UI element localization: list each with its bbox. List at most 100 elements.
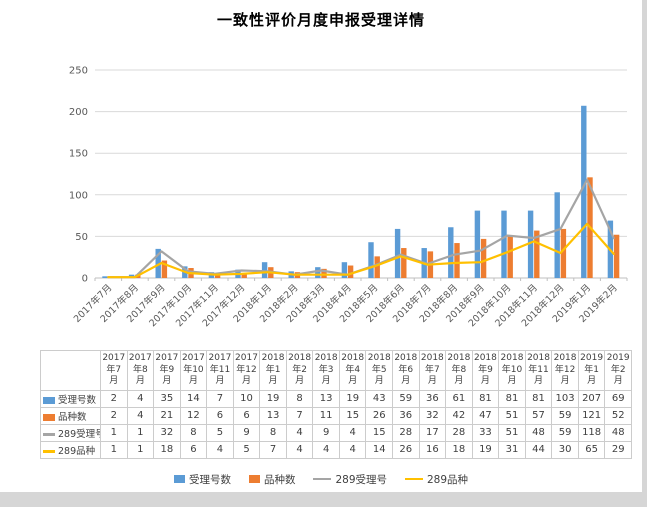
bar-segment: [161, 260, 168, 278]
bar-segment: [560, 228, 567, 278]
y-axis-tick-label: 250: [69, 66, 88, 77]
table-cell: 81: [471, 390, 500, 409]
table-cell: 1: [100, 424, 128, 443]
table-cell: 26: [392, 441, 420, 460]
column-header: 2018年10月: [498, 349, 526, 392]
bar-segment: [454, 243, 460, 278]
table-cell: 8: [285, 390, 314, 409]
table-cell: 36: [418, 390, 447, 409]
table-cell: 19: [338, 390, 367, 409]
table-cell: 48: [604, 424, 632, 443]
table-cell: 61: [445, 390, 473, 409]
bar-segment: [534, 230, 540, 278]
table-cell: 52: [604, 407, 632, 426]
table-cell: 103: [551, 390, 579, 409]
table-cell: 7: [259, 441, 287, 460]
table-cell: 47: [471, 407, 500, 426]
bar-segment: [155, 248, 161, 278]
column-header: 2017年12月: [232, 349, 261, 392]
table-cell: 13: [259, 407, 287, 426]
bar-segment: [241, 273, 247, 278]
line-series: [107, 222, 615, 279]
row-header: 289受理号: [40, 424, 101, 443]
table-corner-cell: [40, 349, 101, 392]
table-cell: 33: [471, 424, 500, 443]
bar-segment: [401, 248, 407, 278]
y-axis-tick-label: 150: [69, 149, 88, 160]
column-header: 2018年1月: [259, 349, 287, 392]
bar-segment: [527, 210, 534, 278]
table-cell: 31: [498, 441, 526, 460]
table-cell: 4: [312, 441, 340, 460]
table-cell: 51: [498, 407, 526, 426]
column-header: 2018年2月: [285, 349, 314, 392]
bar-segment: [480, 238, 487, 278]
series-name: 289受理号: [58, 429, 101, 441]
column-header: 2017年8月: [126, 349, 155, 392]
table-cell: 11: [312, 407, 340, 426]
series-name: 受理号数: [58, 395, 97, 407]
table-cell: 44: [524, 441, 553, 460]
table-cell: 43: [365, 390, 394, 409]
legend-item: 受理号数: [173, 472, 231, 487]
column-header: 2017年11月: [206, 349, 234, 392]
legend-swatch-icon: [313, 477, 332, 481]
table-cell: 4: [206, 441, 234, 460]
bar-segment: [102, 276, 108, 278]
bar-segment: [507, 235, 513, 278]
table-cell: 30: [551, 441, 579, 460]
table-cell: 81: [524, 390, 553, 409]
column-header: 2018年4月: [338, 349, 367, 392]
column-header: 2017年9月: [153, 349, 181, 392]
table-cell: 6: [232, 407, 261, 426]
legend-swatch-icon: [173, 475, 185, 483]
legend-item: 289品种: [405, 472, 468, 487]
table-cell: 8: [179, 424, 208, 443]
table-cell: 69: [604, 390, 632, 409]
table-cell: 14: [179, 390, 208, 409]
legend-swatch-icon: [248, 475, 260, 483]
legend-label: 品种数: [263, 473, 296, 486]
column-header: 2017年10月: [179, 349, 208, 392]
series-name: 289品种: [58, 446, 96, 458]
table-cell: 6: [179, 441, 208, 460]
table-cell: 4: [338, 424, 367, 443]
table-cell: 18: [445, 441, 473, 460]
table-cell: 12: [179, 407, 208, 426]
series-swatch-icon: [43, 450, 55, 454]
table-cell: 59: [392, 390, 420, 409]
bar-segment: [448, 227, 454, 278]
table-cell: 36: [392, 407, 420, 426]
bar-segment: [261, 262, 268, 278]
table-cell: 5: [206, 424, 234, 443]
y-axis-tick-label: 50: [75, 232, 88, 243]
legend-label: 受理号数: [188, 473, 231, 486]
combo-chart-plot: 0501001502002502017年7月2017年8月2017年9月2017…: [69, 66, 628, 329]
table-cell: 7: [285, 407, 314, 426]
table-cell: 4: [338, 441, 367, 460]
legend-item: 289受理号: [313, 472, 387, 487]
table-row: 品种数 2 4 21 12 6 6 13 7 11 15 26 36 32 42 47 51 57 59 121 52: [40, 407, 632, 426]
table-cell: 2: [100, 390, 128, 409]
table-cell: 1: [126, 441, 155, 460]
row-header: 品种数: [40, 407, 101, 426]
chart-data-table: 2017年7月 2017年8月 2017年9月 2017年10月 2017年11月 201…: [40, 349, 632, 460]
table-cell: 118: [577, 424, 606, 443]
legend-swatch-icon: [405, 477, 423, 481]
table-cell: 9: [232, 424, 261, 443]
table-cell: 16: [418, 441, 447, 460]
table-cell: 19: [259, 390, 287, 409]
chart-window: 一致性评价月度申报受理详情 0 50 100 150 200 250 2017年7月 2017…: [0, 0, 642, 492]
column-header: 2018年12月: [551, 349, 579, 392]
table-cell: 13: [312, 390, 340, 409]
table-cell: 2: [100, 407, 128, 426]
column-header: 2019年1月: [577, 349, 606, 392]
table-cell: 19: [471, 441, 500, 460]
table-cell: 18: [153, 441, 181, 460]
bar-segment: [321, 268, 327, 278]
table-cell: 1: [100, 441, 128, 460]
table-cell: 26: [365, 407, 394, 426]
table-cell: 4: [126, 390, 155, 409]
table-cell: 10: [232, 390, 261, 409]
table-cell: 32: [418, 407, 447, 426]
